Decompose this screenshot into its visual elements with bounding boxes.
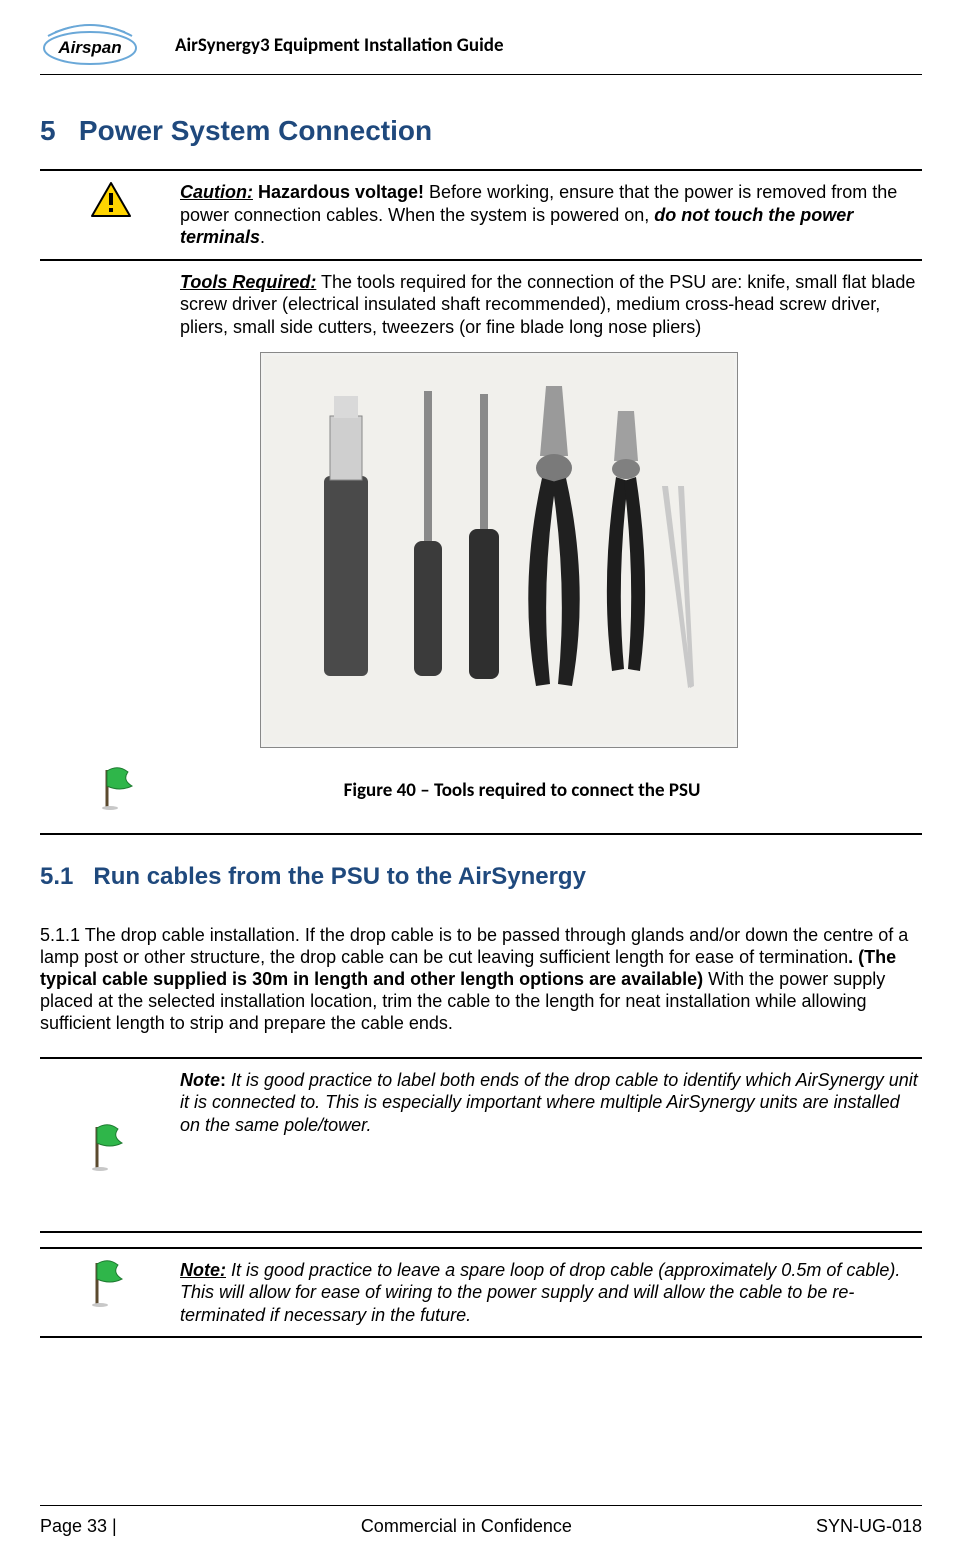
flag-icon xyxy=(40,1259,180,1307)
header-rule xyxy=(40,74,922,75)
heading-section-5: 5 Power System Connection xyxy=(40,115,922,147)
heading-number: 5 xyxy=(40,115,56,146)
note-label-bold: Note xyxy=(180,1070,220,1090)
figure-40-caption-row: Figure 40 – Tools required to connect th… xyxy=(100,762,922,833)
para-5-1-1: 5.1.1 The drop cable installation. If th… xyxy=(40,925,922,1035)
rule xyxy=(40,1336,922,1338)
page-header: Airspan AirSynergy3 Equipment Installati… xyxy=(40,20,922,70)
figure-40-image xyxy=(260,352,738,748)
tools-text: Tools Required: The tools required for t… xyxy=(180,271,922,339)
note-body: It is good practice to label both ends o… xyxy=(180,1070,918,1135)
caution-body: Caution: Hazardous voltage! Before worki… xyxy=(180,181,922,249)
svg-text:Airspan: Airspan xyxy=(57,38,121,57)
note-2-body: Note: It is good practice to leave a spa… xyxy=(180,1259,922,1327)
flag-icon xyxy=(40,1069,180,1171)
footer-docid: SYN-UG-018 xyxy=(816,1516,922,1537)
para-lead: 5.1.1 The drop cable installation. If th… xyxy=(40,925,908,967)
footer-confidentiality: Commercial in Confidence xyxy=(361,1516,572,1537)
note-label: Note: xyxy=(180,1260,226,1280)
figure-40-caption: Figure 40 – Tools required to connect th… xyxy=(122,779,922,802)
footer-page: Page 33 | xyxy=(40,1516,117,1537)
heading-text: Run cables from the PSU to the AirSynerg… xyxy=(93,863,586,890)
page-footer: Page 33 | Commercial in Confidence SYN-U… xyxy=(40,1505,922,1537)
note-body: It is good practice to leave a spare loo… xyxy=(180,1260,900,1325)
tools-label: Tools Required: xyxy=(180,272,316,292)
note-2-callout: Note: It is good practice to leave a spa… xyxy=(40,1249,922,1337)
tools-block: Tools Required: The tools required for t… xyxy=(40,261,922,763)
footer-rule xyxy=(40,1505,922,1506)
rule xyxy=(40,833,922,835)
airspan-logo: Airspan xyxy=(40,20,140,70)
doc-title: AirSynergy3 Equipment Installation Guide xyxy=(175,34,504,57)
caution-strong1: Hazardous voltage! xyxy=(253,182,424,202)
caution-text2: . xyxy=(260,227,265,247)
note-1-body: Note: It is good practice to label both … xyxy=(180,1069,922,1137)
note-1-callout: Note: It is good practice to label both … xyxy=(40,1059,922,1231)
caution-label: Caution: xyxy=(180,182,253,202)
heading-number: 5.1 xyxy=(40,863,73,890)
footer-row: Page 33 | Commercial in Confidence SYN-U… xyxy=(40,1516,922,1537)
heading-section-5-1: 5.1 Run cables from the PSU to the AirSy… xyxy=(40,863,922,891)
document-page: Airspan AirSynergy3 Equipment Installati… xyxy=(0,0,962,1563)
caution-callout: Caution: Hazardous voltage! Before worki… xyxy=(40,171,922,259)
warning-icon xyxy=(40,181,180,219)
heading-text: Power System Connection xyxy=(79,115,432,146)
